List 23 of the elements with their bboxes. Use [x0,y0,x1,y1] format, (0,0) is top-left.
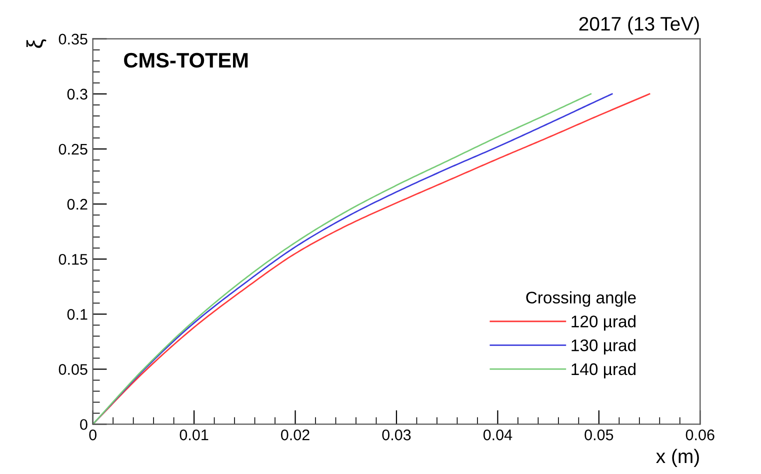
y-tick-label: 0.05 [58,364,88,375]
legend-label: 140 µrad [572,362,636,378]
x-tick-label: 0.03 [382,429,411,440]
y-tick-label: 0.25 [58,144,88,155]
x-tick-label: 0.01 [180,429,208,440]
legend-title: Crossing angle [526,291,636,307]
x-tick-label: 0 [89,429,96,440]
x-axis-title: x (m) [656,448,699,468]
x-tick-label: 0.06 [686,429,714,440]
chart-title: 2017 (13 TeV) [579,16,699,35]
y-tick-label: 0.3 [67,88,88,100]
x-tick-label: 0.02 [281,429,310,440]
y-tick-label: 0.15 [58,254,88,265]
legend-label: 120 µrad [572,315,636,331]
y-tick-label: 0 [80,419,88,430]
y-tick-label: 0.1 [67,308,88,320]
annotation: CMS-TOTEM [124,52,248,68]
legend-label: 130 µrad [572,338,636,355]
y-tick-label: 0.35 [58,34,88,45]
x-tick-label: 0.05 [584,429,614,440]
x-tick-label: 0.04 [483,429,512,440]
y-axis-title: ξ [26,39,46,48]
y-tick-label: 0.2 [67,198,88,210]
